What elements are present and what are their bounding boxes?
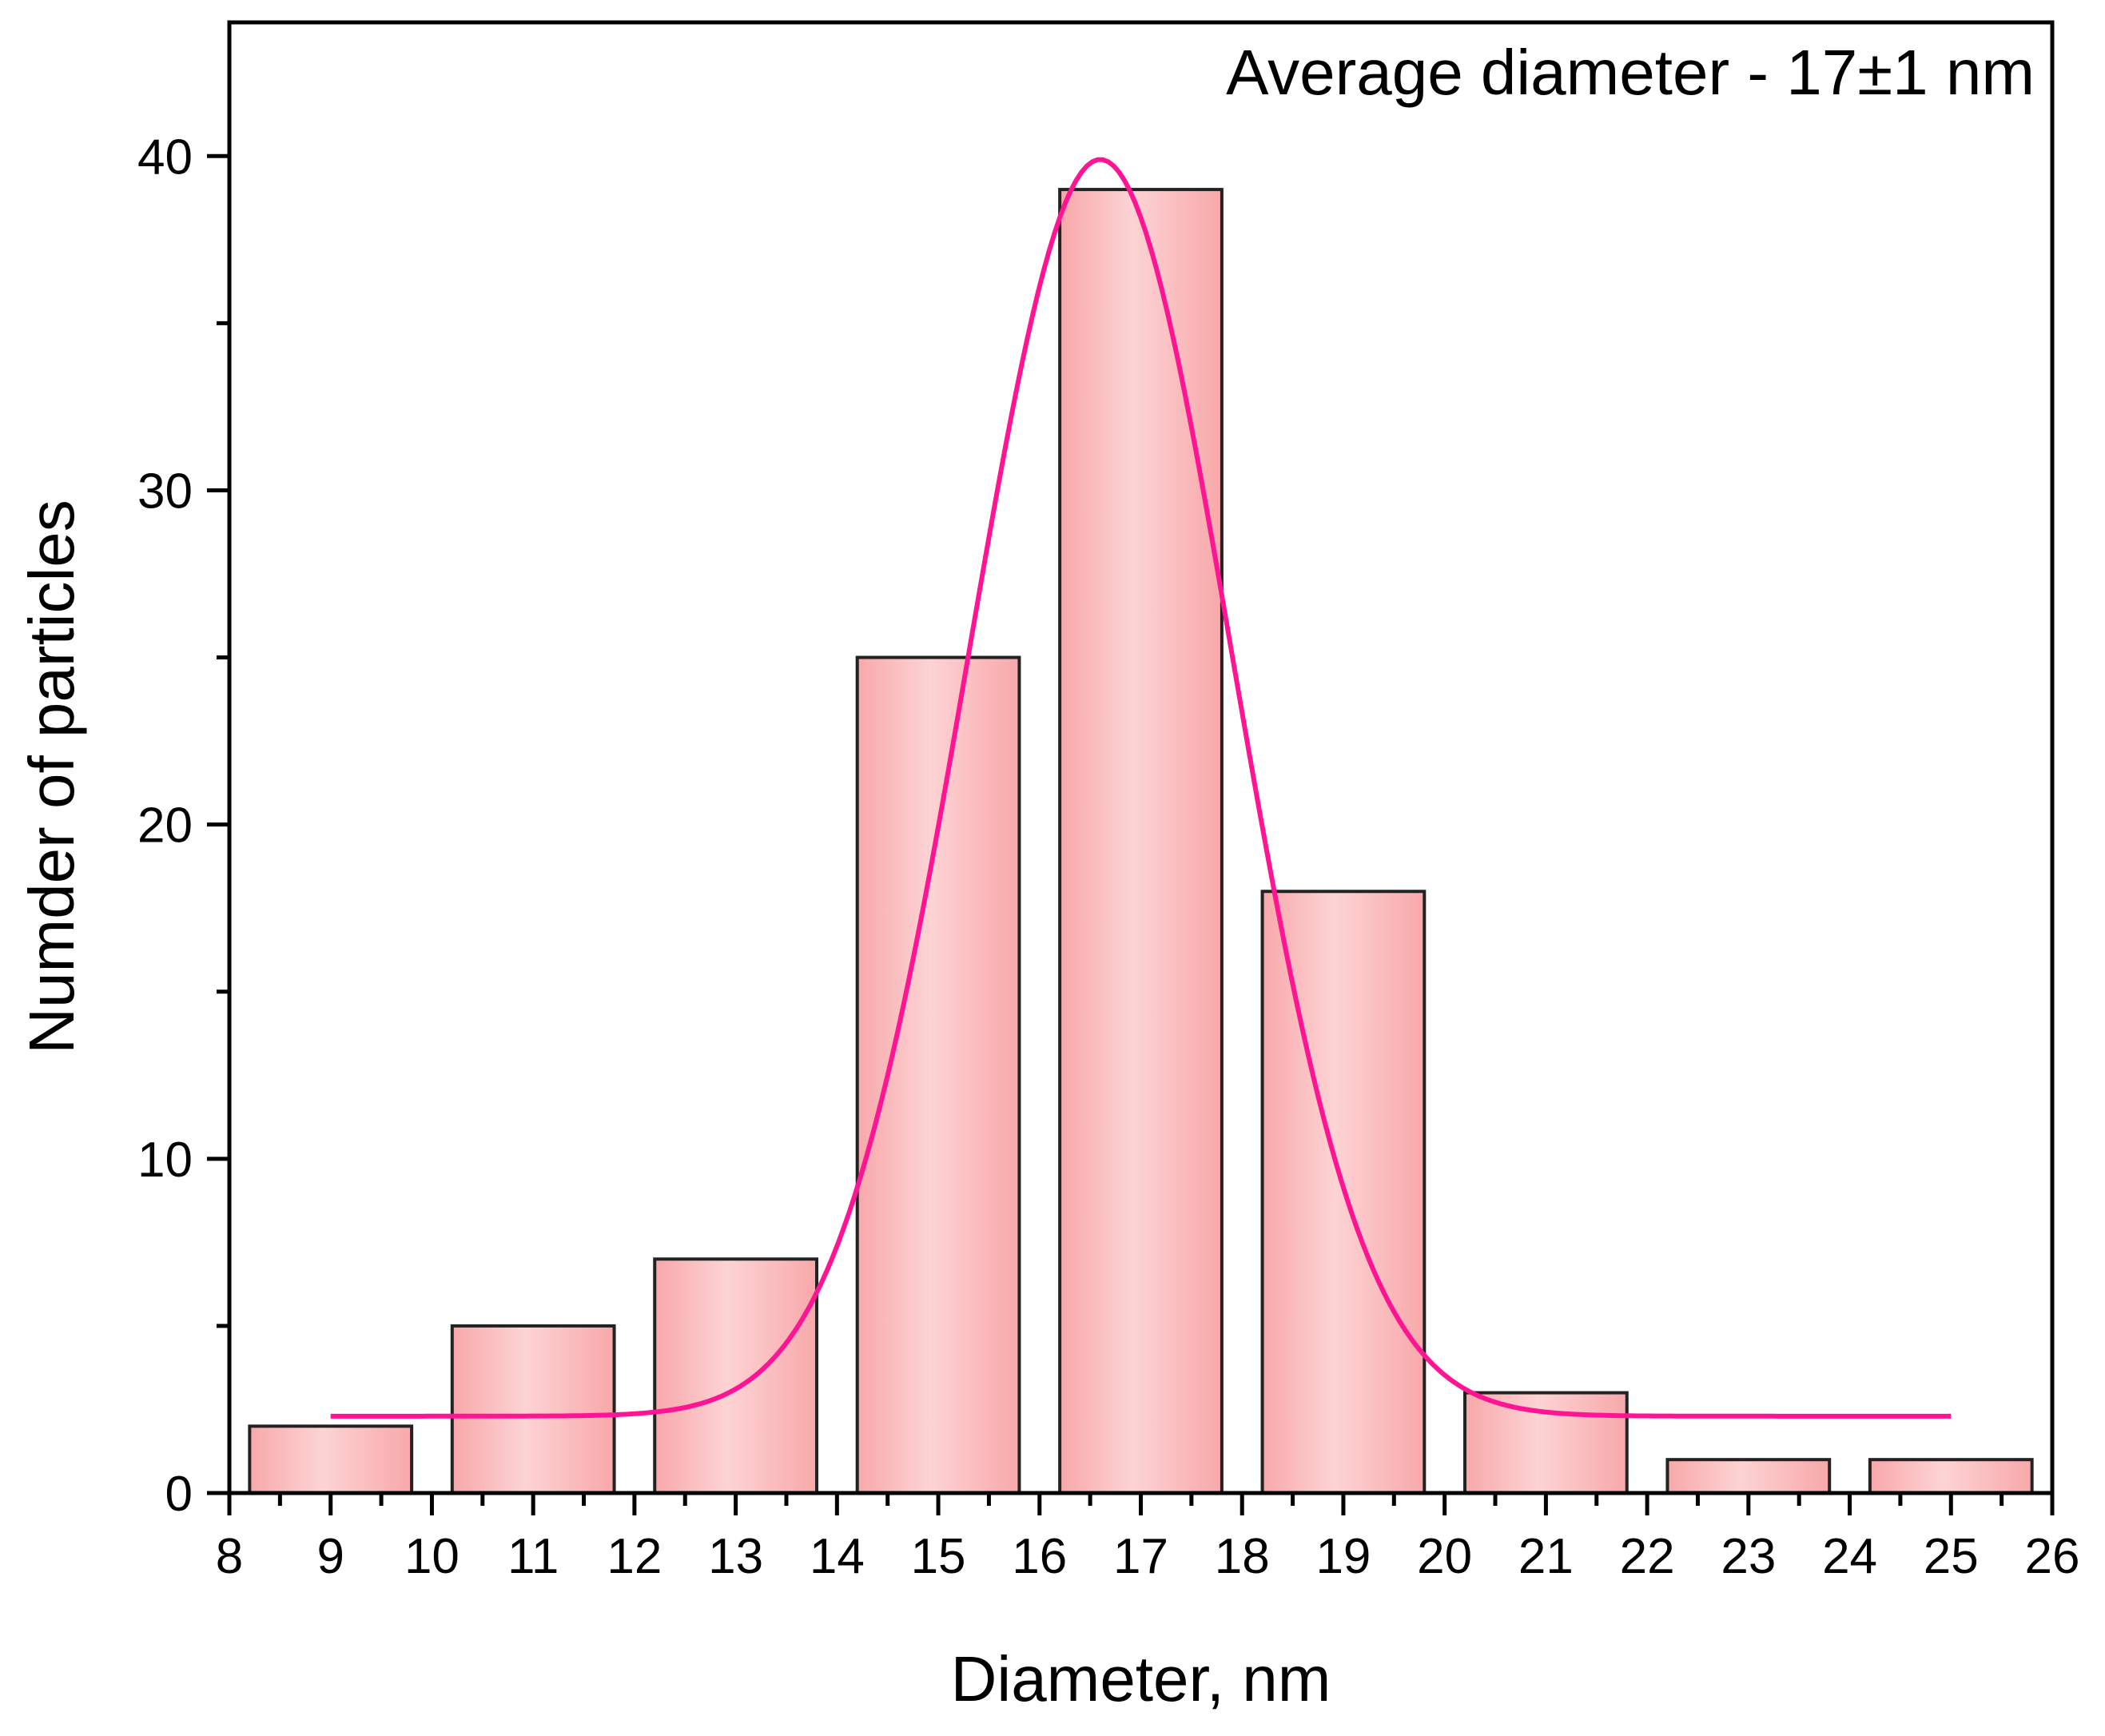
gaussian-fit-line	[330, 157, 1952, 1419]
x-tick-label-12: 12	[607, 1529, 662, 1584]
axes-group: 8 9 10 11 12 13 14 15 16 17 18 19 20 21 22 23 24 25 26 0 10 2…	[137, 20, 2080, 1584]
x-tick-label-22: 22	[1620, 1529, 1675, 1584]
x-tick-label-11: 11	[507, 1529, 559, 1584]
x-tick-label-17: 17	[1113, 1529, 1168, 1584]
bar-15	[855, 655, 1021, 1495]
x-tick-label-20: 20	[1417, 1529, 1472, 1584]
x-tick-label-10: 10	[404, 1529, 460, 1584]
bar-21	[1463, 1391, 1629, 1495]
bar-23	[1665, 1458, 1832, 1495]
x-tick-label-16: 16	[1012, 1529, 1067, 1584]
average-diameter-annotation: Average diameter - 17±1 nm	[1226, 37, 2035, 108]
y-tick-label-0: 0	[165, 1467, 193, 1522]
x-tick-label-25: 25	[1924, 1529, 1979, 1584]
x-axis-title: Diameter, nm	[951, 1643, 1331, 1714]
x-tick-label-23: 23	[1721, 1529, 1776, 1584]
bar-9	[248, 1424, 414, 1495]
x-tick-label-13: 13	[708, 1529, 763, 1584]
x-tick-label-15: 15	[911, 1529, 966, 1584]
y-tick-label-40: 40	[137, 129, 193, 185]
y-tick-label-20: 20	[137, 798, 193, 854]
x-tick-label-24: 24	[1822, 1529, 1877, 1584]
bar-11	[450, 1324, 616, 1495]
bar-17	[1058, 188, 1224, 1495]
x-tick-label-9: 9	[316, 1529, 344, 1584]
fit-curve-group	[330, 157, 1952, 1419]
y-axis-title: Numder of particles	[16, 500, 87, 1054]
x-tick-label-8: 8	[216, 1529, 243, 1584]
x-tick-label-19: 19	[1315, 1529, 1371, 1584]
bars-group	[248, 188, 2034, 1495]
bar-25	[1868, 1458, 2034, 1495]
x-tick-label-14: 14	[810, 1529, 865, 1584]
bar-13	[653, 1257, 818, 1495]
y-tick-label-30: 30	[137, 464, 193, 519]
x-tick-label-21: 21	[1518, 1529, 1574, 1584]
x-tick-label-26: 26	[2025, 1529, 2080, 1584]
x-tick-label-18: 18	[1215, 1529, 1270, 1584]
y-tick-label-10: 10	[137, 1133, 193, 1188]
